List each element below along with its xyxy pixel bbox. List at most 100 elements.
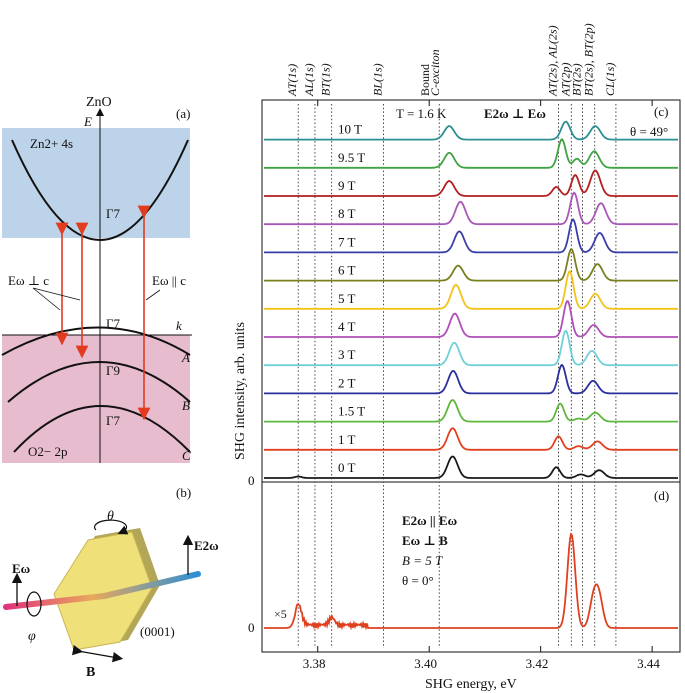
crystal-face <box>53 531 153 651</box>
phi-rotation-ring <box>26 591 42 617</box>
transition-label-1: AL(1s) <box>302 63 316 97</box>
y-axis-label: SHG intensity, arb. units <box>233 322 248 460</box>
x-tick-label: 3.42 <box>526 656 549 671</box>
b-field-label: B <box>86 665 95 680</box>
x-axis-label: SHG energy, eV <box>425 677 517 692</box>
trace-label: 6 T <box>338 263 356 278</box>
panel-b-tag: (b) <box>176 485 191 500</box>
trace-label: 9.5 T <box>338 150 365 165</box>
crystal-plane-label: (0001) <box>140 624 175 639</box>
panel-d-trace <box>264 532 678 631</box>
pol-par-label: Eω || c <box>152 273 186 288</box>
transition-label-10: CL(1s) <box>603 63 617 96</box>
gamma-b-label: Γ9 <box>106 363 120 378</box>
x-tick-label: 3.40 <box>414 656 437 671</box>
trace-label: 8 T <box>338 206 356 221</box>
k-axis-label: k <box>176 318 182 333</box>
e-out-label: E2ω <box>194 538 219 553</box>
zero-label-d: 0 <box>248 620 255 635</box>
trace-3T <box>264 329 678 367</box>
x-tick-label: 3.44 <box>637 656 660 671</box>
trace-label: 1.5 T <box>338 404 365 419</box>
trace-2T <box>264 363 678 395</box>
trace-9T <box>264 169 678 197</box>
trace-1p5T <box>264 399 678 423</box>
pol-perp-leader-2 <box>32 287 81 301</box>
theta-rotation-arrow <box>93 519 129 535</box>
band-B-label: B <box>182 398 190 413</box>
transition-label-0: AT(1s) <box>285 64 299 97</box>
valence-band-region <box>2 335 190 463</box>
trace-9p5T <box>264 138 678 169</box>
transition-label-6: AT(2s), AL(2s) <box>546 25 560 97</box>
e-in-label: Eω <box>12 561 30 576</box>
panel-a: ZnO E (a) k Zn2+ 4s O2− 2p Γ7 Γ7 Γ9 Γ7 A… <box>1 95 192 463</box>
trace-4T <box>264 300 678 338</box>
cb-label: Zn2+ 4s <box>30 136 73 151</box>
transition-label-5: C-exciton <box>428 49 442 96</box>
pd-line1: E2ω || Eω <box>402 513 457 528</box>
pd-line2: Eω ⊥ B <box>402 533 448 548</box>
band-A-curve <box>1 326 191 356</box>
trace-label: 7 T <box>338 234 356 249</box>
trace-label: 3 T <box>338 347 356 362</box>
panel-d-spectrum <box>264 532 678 631</box>
x-tick-label: 3.38 <box>303 656 326 671</box>
trace-label: 2 T <box>338 375 356 390</box>
trace-label: 10 T <box>338 122 362 137</box>
band-C-curve <box>13 405 191 453</box>
pol-perp-label: Eω ⊥ c <box>8 273 49 288</box>
panel-d-frame <box>261 481 681 653</box>
trace-label: 5 T <box>338 291 356 306</box>
pd-line4: θ = 0° <box>402 573 434 588</box>
material-title: ZnO <box>86 95 112 110</box>
panel-c-tag: (c) <box>654 104 668 119</box>
panel-c-frame <box>261 99 681 483</box>
trace-label: 0 T <box>338 460 356 475</box>
transition-label-4: Bound <box>418 64 432 96</box>
trace-1T <box>264 427 678 451</box>
transition-label-9: BT(2s), BT(2p) <box>582 23 596 96</box>
band-B-curve <box>7 361 191 403</box>
vb-label: O2− 2p <box>28 444 67 459</box>
trace-label: 9 T <box>338 178 356 193</box>
panel-c-traces: 0 T 1 T 1.5 T 2 T 3 T 4 T 5 T 6 T 7 T 8 T 9 T 9.5 T… <box>264 120 678 479</box>
trace-5T <box>264 270 678 310</box>
gamma-a-label: Γ7 <box>106 316 121 331</box>
pd-line3: B = 5 T <box>402 553 443 568</box>
trace-6T <box>264 248 678 282</box>
band-A-label: A <box>181 350 190 365</box>
trace-10T <box>264 120 678 141</box>
x-axis-ticks: 3.38 3.40 3.42 3.44 <box>303 100 660 671</box>
conduction-band-curve <box>11 139 189 241</box>
spectra-chart: 0 T 1 T 1.5 T 2 T 3 T 4 T 5 T 6 T 7 T 8 T 9 T 9.5 T… <box>233 23 681 692</box>
trace-0T <box>264 455 678 479</box>
b-field-arrow <box>71 644 124 663</box>
theta-label: θ <box>107 509 114 524</box>
transition-label-8: BT(2s) <box>569 63 583 96</box>
trace-label: 1 T <box>338 432 356 447</box>
pol-par-leader <box>145 289 161 301</box>
trace-8T <box>264 191 678 226</box>
scale-note: ×5 <box>274 607 287 621</box>
gamma-c-label: Γ7 <box>106 413 121 428</box>
energy-axis-label: E <box>83 114 92 129</box>
zero-label-c: 0 <box>248 473 255 488</box>
trace-label: 4 T <box>338 319 356 334</box>
panel-b: (b) θ φ Eω E2ω B (0001) <box>3 485 219 680</box>
angle-label: θ = 49° <box>630 124 668 139</box>
transition-label-2: BT(1s) <box>319 63 333 96</box>
phi-label: φ <box>28 629 36 644</box>
panel-a-tag: (a) <box>176 106 190 121</box>
laser-beam <box>3 571 201 610</box>
temperature-label: T = 1.6 K <box>396 106 447 121</box>
transition-label-7: AT(2p) <box>558 62 572 97</box>
panel-d-tag: (d) <box>654 488 669 503</box>
trace-7T <box>264 218 678 254</box>
geometry-label: E2ω ⊥ Eω <box>484 106 546 121</box>
gamma-cb-label: Γ7 <box>106 206 121 221</box>
band-C-label: C <box>182 448 191 463</box>
transition-label-3: BL(1s) <box>370 63 384 96</box>
